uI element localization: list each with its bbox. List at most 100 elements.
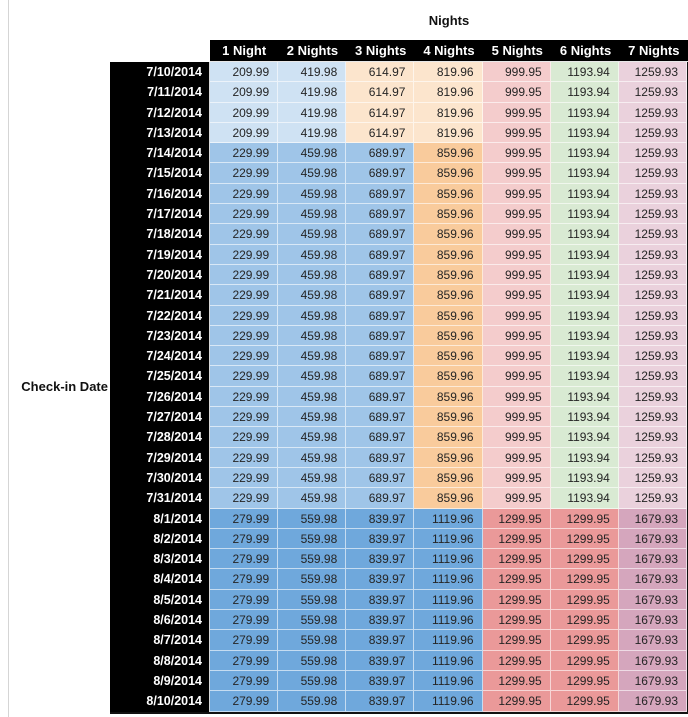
price-cell: 1259.93 [618, 244, 687, 265]
price-cell: 559.98 [278, 670, 347, 692]
price-cell: 1193.94 [550, 62, 619, 83]
price-cell: 229.99 [210, 488, 279, 509]
price-cell: 1193.94 [550, 82, 619, 103]
price-cell: 229.99 [210, 366, 279, 387]
price-cell: 859.96 [414, 305, 483, 326]
price-cell: 859.96 [414, 285, 483, 306]
price-cell: 279.99 [210, 549, 279, 570]
price-cell: 999.95 [482, 467, 551, 489]
price-cell: 999.95 [482, 488, 551, 509]
price-cell: 689.97 [346, 244, 415, 265]
price-cell: 859.96 [414, 488, 483, 509]
row-date: 7/27/2014 [110, 407, 210, 428]
price-cell: 209.99 [210, 62, 279, 83]
price-cell: 419.98 [278, 62, 347, 83]
price-cell: 279.99 [210, 528, 279, 550]
column-header: 7 Nights [628, 43, 680, 58]
row-date: 7/12/2014 [110, 102, 210, 123]
price-cell: 999.95 [482, 204, 551, 225]
price-cell: 859.96 [414, 224, 483, 245]
price-cell: 229.99 [210, 427, 279, 448]
price-cell: 459.98 [278, 407, 347, 428]
price-cell: 229.99 [210, 305, 279, 326]
price-cell: 229.99 [210, 346, 279, 367]
row-date: 8/9/2014 [110, 670, 210, 692]
price-cell: 839.97 [346, 569, 415, 590]
price-cell: 859.96 [414, 467, 483, 489]
price-cell: 229.99 [210, 325, 279, 347]
price-cell: 209.99 [210, 122, 279, 144]
row-date: 8/8/2014 [110, 650, 210, 671]
price-cell: 1193.94 [550, 244, 619, 265]
price-cell: 1299.95 [550, 508, 619, 529]
price-cell: 459.98 [278, 467, 347, 489]
price-cell: 999.95 [482, 102, 551, 123]
price-cell: 1193.94 [550, 325, 619, 347]
left-gridline [8, 0, 9, 717]
row-date: 8/4/2014 [110, 569, 210, 590]
price-cell: 1299.95 [550, 670, 619, 692]
row-date: 8/6/2014 [110, 610, 210, 631]
row-date: 7/21/2014 [110, 285, 210, 306]
checkin-date-axis-label: Check-in Date [21, 379, 108, 394]
price-cell: 839.97 [346, 589, 415, 611]
price-cell: 859.96 [414, 264, 483, 286]
header-row: 1 Night 2 Nights 3 Nights 4 Nights 5 Nights 6… [210, 40, 688, 62]
price-cell: 1299.95 [550, 610, 619, 631]
price-cell: 1193.94 [550, 346, 619, 367]
price-cell: 229.99 [210, 386, 279, 408]
price-cell: 1299.95 [550, 569, 619, 590]
price-cell: 1679.93 [618, 691, 687, 712]
price-cell: 1193.94 [550, 143, 619, 164]
price-cell: 999.95 [482, 386, 551, 408]
price-cell: 1259.93 [618, 143, 687, 164]
price-cell: 459.98 [278, 143, 347, 164]
column-header: 3 Nights [355, 43, 407, 58]
price-cell: 459.98 [278, 163, 347, 184]
price-cell: 1193.94 [550, 366, 619, 387]
price-cell: 1119.96 [414, 549, 483, 570]
price-cell: 459.98 [278, 325, 347, 347]
price-cell: 859.96 [414, 366, 483, 387]
price-cell: 1259.93 [618, 264, 687, 286]
price-cell: 1119.96 [414, 610, 483, 631]
price-cell: 819.96 [414, 122, 483, 144]
price-cell: 1679.93 [618, 630, 687, 651]
price-cell: 1119.96 [414, 569, 483, 590]
price-cell: 1193.94 [550, 447, 619, 468]
row-date: 7/22/2014 [110, 305, 210, 326]
price-cell: 689.97 [346, 143, 415, 164]
row-date: 8/10/2014 [110, 691, 210, 712]
price-cell: 999.95 [482, 407, 551, 428]
row-date: 7/24/2014 [110, 346, 210, 367]
row-date: 7/18/2014 [110, 224, 210, 245]
row-date: 7/29/2014 [110, 447, 210, 468]
row-date: 7/30/2014 [110, 467, 210, 489]
price-cell: 1299.95 [482, 610, 551, 631]
price-cell: 1299.95 [550, 650, 619, 671]
price-cell: 459.98 [278, 346, 347, 367]
price-cell: 209.99 [210, 82, 279, 103]
price-cell: 1193.94 [550, 305, 619, 326]
price-cell: 1119.96 [414, 508, 483, 529]
price-cell: 1679.93 [618, 508, 687, 529]
price-cell: 559.98 [278, 528, 347, 550]
price-cell: 859.96 [414, 183, 483, 205]
price-cell: 859.96 [414, 325, 483, 347]
price-cell: 1259.93 [618, 325, 687, 347]
price-cell: 1259.93 [618, 285, 687, 306]
price-cell: 229.99 [210, 183, 279, 205]
price-cell: 1299.95 [550, 630, 619, 651]
price-cell: 614.97 [346, 82, 415, 103]
column-header: 4 Nights [423, 43, 475, 58]
price-cell: 1259.93 [618, 102, 687, 123]
price-cell: 229.99 [210, 285, 279, 306]
price-cell: 459.98 [278, 447, 347, 468]
price-cell: 1259.93 [618, 427, 687, 448]
price-cell: 689.97 [346, 224, 415, 245]
price-cell: 229.99 [210, 143, 279, 164]
price-cell: 839.97 [346, 630, 415, 651]
price-cell: 1259.93 [618, 163, 687, 184]
price-cell: 1299.95 [482, 508, 551, 529]
